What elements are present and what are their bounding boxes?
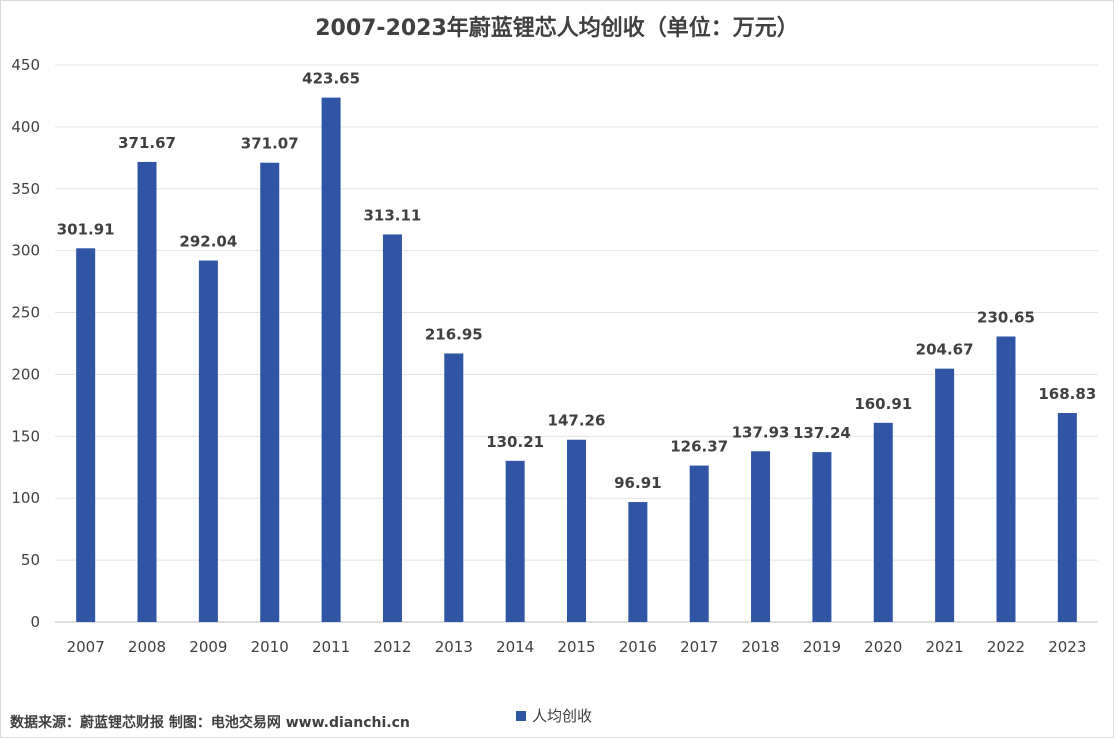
bar (628, 502, 648, 622)
bar (321, 97, 341, 622)
y-tick-label: 200 (11, 365, 40, 383)
x-tick-label: 2020 (864, 638, 902, 656)
x-tick-label: 2016 (619, 638, 657, 656)
data-label: 292.04 (179, 233, 237, 251)
y-tick-label: 350 (11, 180, 40, 198)
data-label: 130.21 (486, 433, 544, 451)
x-tick-label: 2009 (189, 638, 227, 656)
x-tick-label: 2010 (251, 638, 289, 656)
y-tick-label: 100 (11, 489, 40, 507)
y-tick-label: 400 (11, 118, 40, 136)
data-label: 423.65 (302, 70, 360, 88)
x-tick-label: 2014 (496, 638, 534, 656)
data-label: 96.91 (614, 474, 661, 492)
bar (198, 260, 218, 622)
legend-label: 人均创收 (532, 707, 593, 725)
bar (444, 353, 464, 622)
y-tick-label: 300 (11, 242, 40, 260)
y-tick-label: 150 (11, 427, 40, 445)
y-tick-label: 250 (11, 304, 40, 322)
x-tick-label: 2012 (373, 638, 411, 656)
data-label: 147.26 (548, 412, 606, 430)
x-tick-label: 2011 (312, 638, 350, 656)
data-label: 126.37 (670, 438, 728, 456)
bar (935, 368, 955, 622)
x-tick-label: 2023 (1048, 638, 1086, 656)
data-label: 160.91 (854, 395, 912, 413)
data-label: 230.65 (977, 309, 1035, 327)
x-tick-label: 2013 (435, 638, 473, 656)
data-label: 137.93 (732, 423, 790, 441)
data-label: 371.07 (241, 135, 299, 153)
bar (260, 162, 280, 622)
data-label: 204.67 (916, 341, 974, 359)
x-tick-label: 2007 (67, 638, 105, 656)
data-label: 371.67 (118, 134, 176, 152)
data-label: 216.95 (425, 325, 483, 343)
y-tick-label: 50 (21, 551, 40, 569)
x-tick-label: 2019 (803, 638, 841, 656)
bar (76, 248, 96, 623)
bar (1057, 413, 1077, 622)
data-label: 313.11 (363, 206, 421, 224)
bar (505, 460, 525, 622)
bar (689, 465, 709, 622)
x-tick-label: 2008 (128, 638, 166, 656)
bar (382, 234, 402, 623)
bar (137, 161, 157, 622)
x-tick-label: 2015 (557, 638, 595, 656)
bar (996, 336, 1016, 622)
bar-chart: 0 50 100 150 200 250 300 350 400 450 301.91 2007 371… (11, 56, 1098, 656)
bar (751, 451, 771, 622)
chart-title: 2007-2023年蔚蓝锂芯人均创收（单位：万元） (315, 16, 799, 41)
data-label: 168.83 (1038, 385, 1096, 403)
y-tick-label: 0 (30, 613, 40, 631)
x-tick-label: 2021 (926, 638, 964, 656)
x-tick-label: 2022 (987, 638, 1025, 656)
x-tick-label: 2017 (680, 638, 718, 656)
bar (873, 422, 893, 622)
bar (567, 439, 586, 622)
legend-swatch (516, 710, 526, 721)
x-tick-label: 2018 (741, 638, 779, 656)
source-note: 数据来源：蔚蓝锂芯财报 制图：电池交易网 www.dianchi.cn (10, 715, 410, 731)
y-tick-label: 450 (11, 56, 40, 74)
data-label: 301.91 (57, 220, 115, 238)
data-label: 137.24 (793, 424, 851, 442)
legend: 人均创收 (516, 705, 592, 726)
bar (812, 452, 832, 622)
